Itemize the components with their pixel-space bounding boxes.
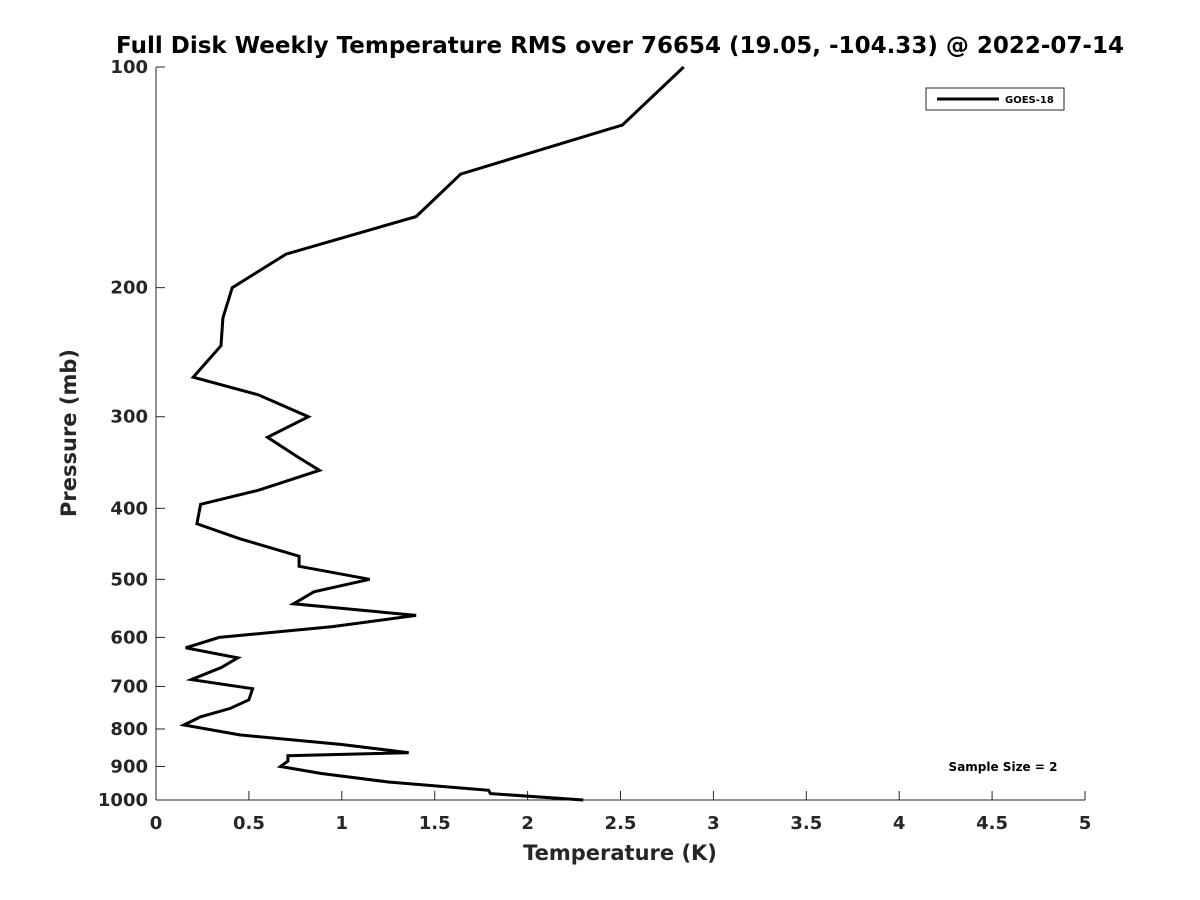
chart-title: Full Disk Weekly Temperature RMS over 76… — [116, 33, 1124, 59]
y-tick-label: 900 — [110, 756, 148, 777]
legend-label-goes-18: GOES-18 — [1005, 95, 1054, 106]
y-tick-label: 400 — [110, 498, 148, 519]
x-tick-label: 3.5 — [790, 813, 822, 834]
sample-size-annotation: Sample Size = 2 — [949, 760, 1058, 774]
y-tick-label: 1000 — [98, 790, 148, 811]
y-tick-label: 800 — [110, 719, 148, 740]
x-tick-label: 0.5 — [233, 813, 265, 834]
x-tick-label: 5 — [1079, 813, 1092, 834]
x-axis: 0 0.5 1 1.5 2 2.5 3 3.5 4 4.5 5 — [150, 791, 1092, 834]
y-tick-label: 600 — [110, 627, 148, 648]
y-tick-label: 500 — [110, 569, 148, 590]
x-tick-label: 1 — [336, 813, 349, 834]
series-line-goes-18 — [179, 65, 685, 802]
legend: GOES-18 — [925, 87, 1065, 111]
y-tick-label: 100 — [110, 57, 148, 78]
y-tick-label: 300 — [110, 407, 148, 428]
x-tick-label: 1.5 — [419, 813, 451, 834]
x-tick-label: 0 — [150, 813, 163, 834]
plot-area — [179, 65, 685, 802]
x-tick-label: 4.5 — [976, 813, 1008, 834]
y-tick-label: 700 — [110, 676, 148, 697]
y-tick-label: 200 — [110, 278, 148, 299]
x-tick-label: 4 — [893, 813, 906, 834]
x-axis-label: Temperature (K) — [523, 841, 717, 865]
x-tick-label: 2.5 — [605, 813, 637, 834]
x-tick-label: 3 — [707, 813, 720, 834]
y-axis: 100 200 300 400 500 600 700 800 900 1000 — [98, 57, 165, 811]
x-tick-label: 2 — [521, 813, 534, 834]
y-axis-label: Pressure (mb) — [57, 349, 81, 517]
